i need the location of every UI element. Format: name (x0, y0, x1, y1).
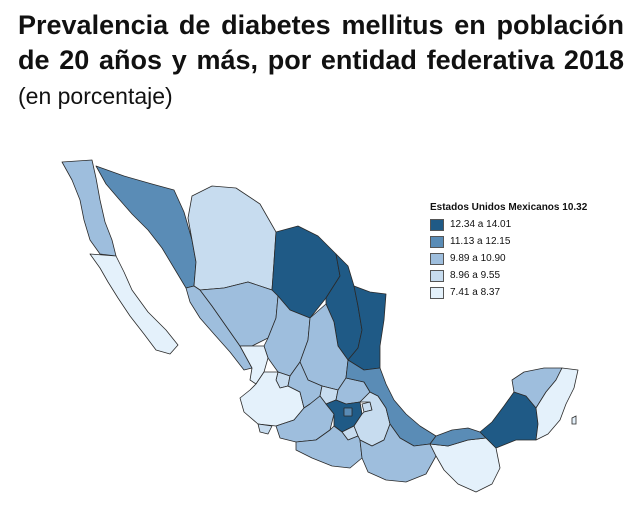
page-title: Prevalencia de diabetes mellitus en pobl… (18, 8, 624, 114)
state-coahuila[interactable]: Coahuila (271, 225, 341, 319)
title-subtitle: (en porcentaje) (18, 83, 173, 109)
legend-label: 9.89 a 10.90 (450, 253, 506, 264)
legend-swatch (430, 235, 444, 248)
legend-item: 12.34 a 14.01 (430, 217, 630, 232)
state-quintana-roo[interactable]: Quintana Roo (535, 367, 579, 441)
state-colima[interactable]: Colima (257, 423, 273, 435)
state-baja-california-sur[interactable]: Baja California Sur (89, 253, 179, 355)
legend-item: 7.41 a 8.37 (430, 285, 630, 300)
state-ciudad-de-mexico[interactable]: Ciudad de México (343, 407, 353, 417)
legend-items: 12.34 a 14.01 11.13 a 12.15 9.89 a 10.90 8.… (430, 217, 630, 300)
legend-title: Estados Unidos Mexicanos 10.32 (430, 202, 588, 213)
legend-label: 7.41 a 8.37 (450, 287, 501, 298)
state-guerrero[interactable]: Guerrero (295, 425, 363, 469)
legend-swatch (430, 218, 444, 231)
legend-swatch (430, 286, 444, 299)
mexico-map-svg: Baja California Baja California Sur Sono… (61, 159, 579, 493)
legend: Estados Unidos Mexicanos 10.32 12.34 a 1… (430, 202, 630, 302)
title-main: Prevalencia de diabetes mellitus en pobl… (18, 10, 624, 75)
state-chihuahua[interactable]: Chihuahua (187, 185, 277, 291)
legend-item: 8.96 a 9.55 (430, 268, 630, 283)
state-chiapas[interactable]: Chiapas (429, 437, 501, 493)
legend-label: 8.96 a 9.55 (450, 270, 501, 281)
mexico-map: Baja California Baja California Sur Sono… (0, 150, 640, 526)
legend-label: 12.34 a 14.01 (450, 219, 512, 230)
legend-swatch (430, 269, 444, 282)
island-cozumel (571, 415, 577, 425)
legend-label: 11.13 a 12.15 (450, 236, 511, 247)
legend-swatch (430, 252, 444, 265)
legend-item: 11.13 a 12.15 (430, 234, 630, 249)
legend-item: 9.89 a 10.90 (430, 251, 630, 266)
